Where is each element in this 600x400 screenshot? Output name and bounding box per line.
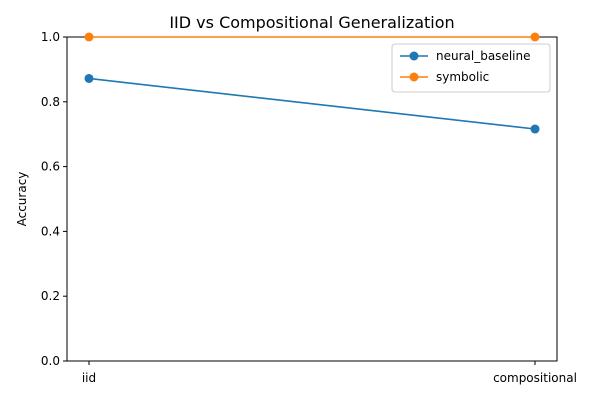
series-layer	[84, 32, 540, 134]
legend-swatch-marker	[409, 72, 419, 82]
legend: neural_baseline symbolic	[391, 43, 551, 93]
legend-item: neural_baseline	[400, 49, 530, 63]
x-tick-label: iid	[82, 371, 96, 385]
y-tick-label: 0.2	[41, 289, 60, 303]
data-point	[530, 124, 540, 134]
y-tick-label: 1.0	[41, 30, 60, 44]
y-tick-label: 0.6	[41, 160, 60, 174]
legend-label: neural_baseline	[436, 49, 530, 63]
y-tick-label: 0.4	[41, 224, 60, 238]
legend-box	[391, 43, 551, 93]
chart-title: IID vs Compositional Generalization	[169, 13, 454, 32]
y-tick-label: 0.0	[41, 354, 60, 368]
series-symbolic	[84, 32, 540, 42]
series-neural_baseline	[84, 73, 540, 134]
data-point	[530, 32, 540, 42]
legend-swatch-marker	[409, 51, 419, 61]
series-line	[88, 77, 536, 130]
axes: 0.0 0.2 0.4 0.6 0.8 1.0 iid compositional	[41, 30, 577, 385]
data-point	[84, 32, 94, 42]
x-tick-label: compositional	[493, 371, 577, 385]
data-point	[84, 73, 94, 83]
y-axis-label: Accuracy	[15, 172, 29, 227]
y-tick-label: 0.8	[41, 95, 60, 109]
legend-item: symbolic	[400, 70, 489, 84]
legend-label: symbolic	[436, 70, 489, 84]
